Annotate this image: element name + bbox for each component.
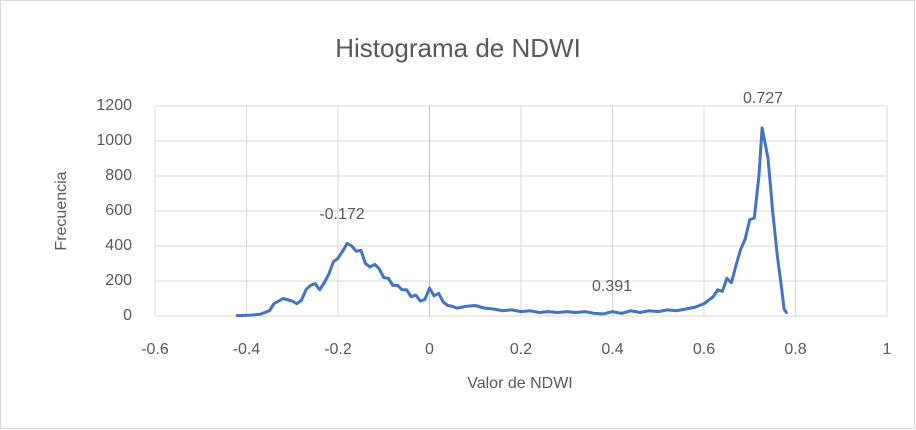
y-tick-label: 400	[105, 237, 132, 254]
x-tick-label: 0	[425, 341, 434, 358]
x-tick-label: 0.4	[601, 341, 623, 358]
x-axis-title: Valor de NDWI	[467, 375, 573, 392]
y-tick-label: 1000	[96, 132, 132, 149]
annotation: -0.172	[319, 206, 364, 223]
y-tick-label: 600	[105, 202, 132, 219]
y-tick-label: 1200	[96, 97, 132, 114]
x-tick-label: 0.8	[784, 341, 806, 358]
y-tick-label: 0	[123, 307, 132, 324]
y-tick-label: 200	[105, 272, 132, 289]
x-tick-label: -0.2	[324, 341, 352, 358]
x-tick-label: 0.2	[510, 341, 532, 358]
x-tick-label: 0.6	[693, 341, 715, 358]
annotation: 0.727	[743, 90, 783, 107]
x-tick-label: 1	[883, 341, 892, 358]
y-tick-label: 800	[105, 167, 132, 184]
y-axis-title: Frecuencia	[53, 171, 70, 250]
x-tick-label: -0.6	[141, 341, 169, 358]
x-tick-label: -0.4	[233, 341, 261, 358]
chart-title: Histograma de NDWI	[335, 33, 581, 63]
data-line	[235, 126, 788, 318]
annotation: 0.391	[592, 278, 632, 295]
